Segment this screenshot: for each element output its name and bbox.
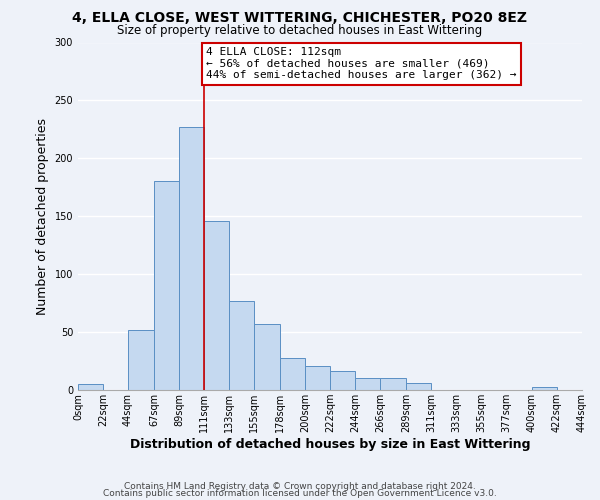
- Bar: [154, 182, 179, 390]
- Y-axis label: Number of detached properties: Number of detached properties: [36, 118, 49, 315]
- Text: 4, ELLA CLOSE, WEST WITTERING, CHICHESTER, PO20 8EZ: 4, ELLA CLOSE, WEST WITTERING, CHICHESTE…: [73, 11, 527, 25]
- Bar: [330, 372, 355, 390]
- Bar: [78, 384, 103, 390]
- Bar: [305, 366, 330, 390]
- Bar: [532, 386, 557, 390]
- Text: Contains public sector information licensed under the Open Government Licence v3: Contains public sector information licen…: [103, 489, 497, 498]
- Text: 4 ELLA CLOSE: 112sqm
← 56% of detached houses are smaller (469)
44% of semi-deta: 4 ELLA CLOSE: 112sqm ← 56% of detached h…: [206, 47, 517, 80]
- Bar: [355, 378, 380, 390]
- X-axis label: Distribution of detached houses by size in East Wittering: Distribution of detached houses by size …: [130, 438, 530, 451]
- Bar: [179, 127, 204, 390]
- Text: Size of property relative to detached houses in East Wittering: Size of property relative to detached ho…: [118, 24, 482, 37]
- Bar: [254, 324, 280, 390]
- Bar: [128, 330, 154, 390]
- Bar: [280, 358, 305, 390]
- Bar: [380, 378, 406, 390]
- Bar: [204, 221, 229, 390]
- Text: Contains HM Land Registry data © Crown copyright and database right 2024.: Contains HM Land Registry data © Crown c…: [124, 482, 476, 491]
- Bar: [229, 301, 254, 390]
- Bar: [406, 383, 431, 390]
